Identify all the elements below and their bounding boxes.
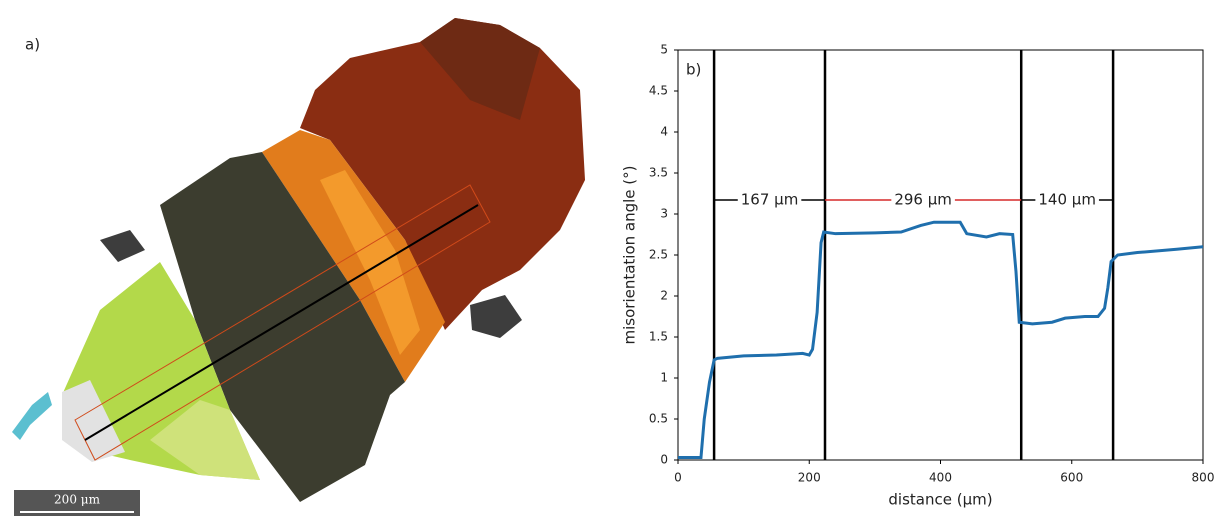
y-axis-label: misorientation angle (°) xyxy=(621,165,639,344)
figure: a) 200 μm 0 0.5 1 1.5 2 2.5 3 3.5 4 4.5 5 0 200 400 60… xyxy=(0,0,1215,522)
y-tick-label: 4 xyxy=(660,125,668,139)
y-tick-label: 5 xyxy=(660,43,668,57)
grain xyxy=(100,230,145,262)
x-tick-label: 0 xyxy=(674,471,682,485)
grain xyxy=(470,295,522,338)
panel-label: b) xyxy=(686,61,701,79)
span-label: 296 μm xyxy=(894,191,952,209)
y-tick-label: 2 xyxy=(660,289,668,303)
x-axis-label: distance (μm) xyxy=(888,491,992,509)
y-tick-label: 2.5 xyxy=(649,248,668,262)
y-tick-label: 3.5 xyxy=(649,166,668,180)
data-line xyxy=(678,222,1203,457)
y-tick-label: 4.5 xyxy=(649,84,668,98)
scale-bar-label: 200 μm xyxy=(54,493,101,507)
y-tick-label: 1.5 xyxy=(649,330,668,344)
y-tick-label: 0 xyxy=(660,453,668,467)
y-tick-label: 3 xyxy=(660,207,668,221)
map-panel: a) 200 μm xyxy=(12,18,585,516)
grain xyxy=(12,392,52,440)
x-tick-label: 600 xyxy=(1060,471,1083,485)
x-tick-label: 800 xyxy=(1192,471,1215,485)
x-tick-label: 400 xyxy=(929,471,952,485)
span-label: 167 μm xyxy=(741,191,799,209)
x-tick-label: 200 xyxy=(798,471,821,485)
chart: 0 0.5 1 1.5 2 2.5 3 3.5 4 4.5 5 0 200 400 600 800 distan… xyxy=(621,43,1215,509)
panel-label: a) xyxy=(25,36,40,54)
y-tick-label: 1 xyxy=(660,371,668,385)
span-label: 140 μm xyxy=(1038,191,1096,209)
y-tick-label: 0.5 xyxy=(649,412,668,426)
